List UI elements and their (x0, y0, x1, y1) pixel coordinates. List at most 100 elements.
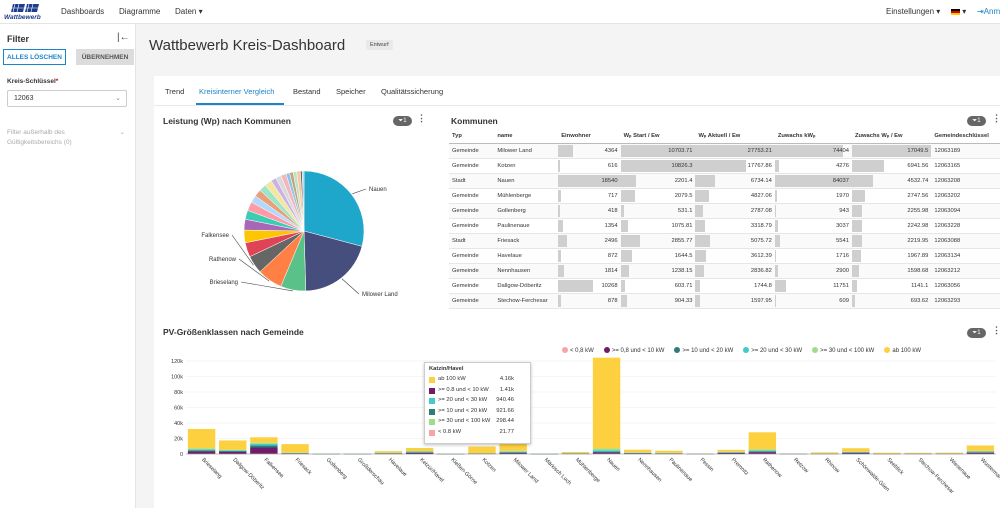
bar-segment[interactable] (499, 453, 527, 454)
column-header[interactable]: Zuwachs Wₚ / Ew (851, 130, 932, 144)
legend-item[interactable]: >= 20 und < 30 kW (743, 347, 802, 354)
column-header[interactable]: Wₚ Start / Ew (620, 130, 696, 144)
bar-segment[interactable] (250, 445, 278, 448)
bar-segment[interactable] (904, 452, 932, 454)
bar-segment[interactable] (250, 442, 278, 444)
bar-segment[interactable] (592, 357, 621, 449)
table-row[interactable]: Gemeinde Gollenberg 418 531.1 2787.08 943 2255… (449, 203, 1000, 219)
out-of-scope-filters[interactable]: Filter außerhalb des Gültigkeitsbereichs… (7, 128, 125, 148)
bar-segment[interactable] (219, 449, 247, 451)
bar-segment[interactable] (561, 452, 590, 454)
kreis-schluessel-select[interactable]: 12063 ⌄ (7, 90, 127, 107)
bar-segment[interactable] (873, 452, 901, 454)
bar-segment[interactable] (405, 452, 434, 454)
legend-item[interactable]: >= 0,8 und < 10 kW (603, 347, 664, 354)
bar-segment[interactable] (966, 452, 995, 453)
table-more-icon[interactable]: ⋮ (992, 113, 1000, 123)
bar-segment[interactable] (187, 449, 216, 451)
bar-more-icon[interactable]: ⋮ (992, 325, 1000, 335)
column-header[interactable]: Einwohner (558, 130, 621, 144)
bar-segment[interactable] (810, 452, 839, 454)
bar-segment[interactable] (966, 450, 995, 452)
bar-segment[interactable] (655, 450, 683, 453)
pie-slice[interactable] (301, 170, 305, 232)
bar-segment[interactable] (592, 448, 621, 451)
wattbewerb-logo[interactable] (5, 3, 45, 22)
pie-slice[interactable] (303, 170, 365, 247)
bar-segment[interactable] (219, 450, 247, 451)
bar-filter-indicator[interactable]: ⏷ 1 (967, 328, 986, 338)
bar-segment[interactable] (187, 428, 216, 449)
tab-trend[interactable]: Trend (165, 87, 185, 96)
bar-segment[interactable] (499, 450, 527, 452)
tab-bestand[interactable]: Bestand (293, 87, 321, 96)
legend-item[interactable]: ab 100 kW (884, 347, 921, 354)
bar-segment[interactable] (250, 443, 278, 446)
legend-item[interactable]: >= 10 und < 20 kW (674, 347, 733, 354)
bar-segment[interactable] (624, 453, 652, 454)
bar-segment[interactable] (250, 447, 278, 454)
bar-segment[interactable] (374, 451, 403, 453)
tab-speicher[interactable]: Speicher (336, 87, 366, 96)
table-row[interactable]: Gemeinde Paulinenaue 1354 1075.81 3318.79 303… (449, 218, 1000, 234)
bar-segment[interactable] (250, 437, 278, 443)
table-row[interactable]: Stadt Friesack 2496 2855.77 5075.72 5541 2219.… (449, 233, 1000, 249)
bar-segment[interactable] (842, 453, 870, 454)
table-row[interactable]: Gemeinde Havelaue 872 1644.5 3612.39 1716 1967… (449, 248, 1000, 264)
tab-qualitaetssicherung[interactable]: Qualitätssicherung (381, 87, 444, 96)
bar-segment[interactable] (281, 444, 309, 453)
legend-item[interactable]: < 0,8 kW (562, 347, 594, 354)
column-header[interactable]: Gemeindeschlüssel (931, 130, 1000, 144)
bar-segment[interactable] (499, 452, 527, 454)
bar-segment[interactable] (935, 452, 963, 454)
bar-segment[interactable] (748, 449, 777, 451)
pie-filter-indicator[interactable]: ⏷ 1 (393, 116, 412, 126)
bar-segment[interactable] (966, 451, 995, 453)
table-row[interactable]: Gemeinde Mühlenberge 717 2079.5 4827.06 1970 2… (449, 188, 1000, 204)
table-row[interactable]: Stadt Nauen 18540 2201.4 6734.14 84037 4532.74… (449, 173, 1000, 189)
bar-segment[interactable] (748, 451, 777, 453)
bar-segment[interactable] (966, 452, 995, 454)
nav-dashboards[interactable]: Dashboards (61, 7, 105, 16)
bar-segment[interactable] (405, 452, 434, 453)
bar-segment[interactable] (187, 451, 216, 454)
pie-slice[interactable] (303, 230, 363, 292)
bar-segment[interactable] (748, 452, 777, 454)
column-header[interactable]: Wₚ Aktuell / Ew (695, 130, 775, 144)
bar-segment[interactable] (405, 447, 434, 452)
bar-segment[interactable] (499, 451, 527, 453)
clear-all-button[interactable]: ALLES LÖSCHEN (3, 49, 66, 65)
bar-segment[interactable] (187, 448, 216, 450)
language-switch[interactable]: ▾ (951, 7, 966, 16)
nav-diagramme[interactable]: Diagramme (119, 7, 161, 16)
bar-segment[interactable] (592, 451, 621, 453)
column-header[interactable]: Zuwachs kWₚ (774, 130, 852, 144)
nav-daten[interactable]: Daten ▾ (175, 7, 203, 16)
bar-segment[interactable] (187, 450, 216, 452)
bar-segment[interactable] (717, 453, 745, 454)
bar-segment[interactable] (219, 450, 247, 452)
table-row[interactable]: Gemeinde Dallgow-Döberitz 10268 603.71 1744.… (449, 278, 1000, 294)
settings-menu[interactable]: Einstellungen ▾ (886, 7, 941, 16)
bar-segment[interactable] (592, 450, 621, 452)
bar-segment[interactable] (219, 451, 247, 454)
bar-segment[interactable] (748, 432, 777, 450)
table-row[interactable]: Gemeinde Nennhausen 1814 1238.15 2836.82 2900… (449, 263, 1000, 279)
bar-segment[interactable] (468, 446, 496, 454)
tab-kreisinterner-vergleich[interactable]: Kreisinterner Vergleich (199, 87, 275, 96)
collapse-sidebar-icon[interactable]: |← (117, 32, 130, 43)
table-row[interactable]: Gemeinde Stechow-Ferchesar 878 904.33 1597.9… (449, 293, 1000, 309)
bar-segment[interactable] (748, 450, 777, 452)
bar-segment[interactable] (966, 445, 995, 451)
column-header[interactable]: name (494, 130, 559, 144)
bar-segment[interactable] (717, 449, 745, 452)
table-row[interactable]: Gemeinde Milower Land 4364 10703.71 27753.21… (449, 143, 1000, 159)
bar-segment[interactable] (592, 452, 621, 454)
column-header[interactable]: Typ (449, 130, 495, 144)
bar-segment[interactable] (219, 440, 247, 450)
legend-item[interactable]: >= 30 und < 100 kW (812, 347, 874, 354)
bar-segment[interactable] (405, 451, 434, 453)
table-row[interactable]: Gemeinde Kotzen 616 10826.3 17767.86 4276 6941… (449, 158, 1000, 174)
login-link[interactable]: ⇥Anm (977, 7, 1000, 16)
pie-more-icon[interactable]: ⋮ (417, 113, 426, 123)
